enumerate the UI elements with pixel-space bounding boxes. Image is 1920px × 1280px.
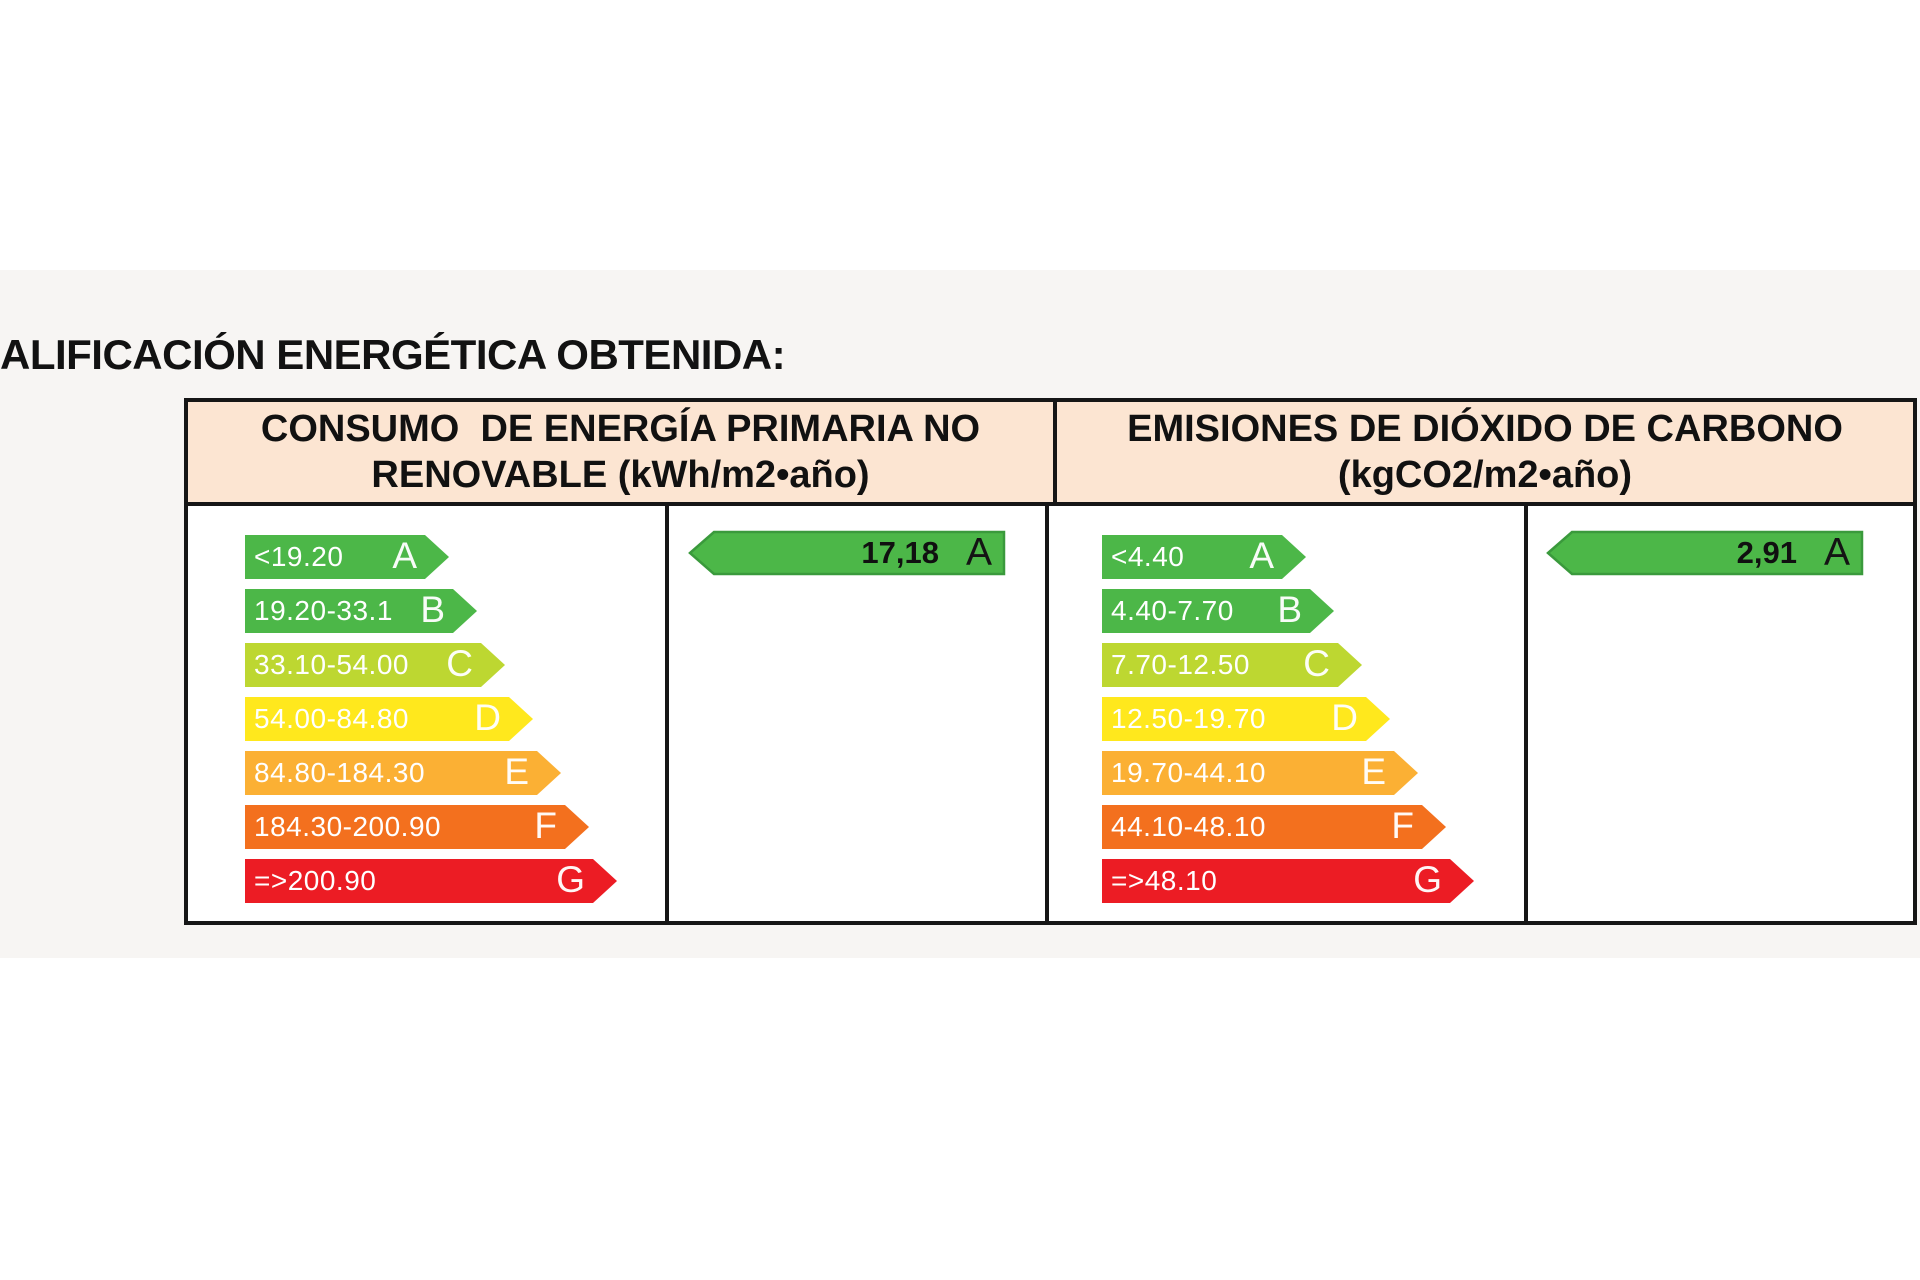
rating-bar-rect: 7.70-12.50 C — [1102, 643, 1338, 687]
rating-grade-letter: D — [1331, 697, 1358, 739]
header-emissions-line2: (kgCO2/m2•año) — [1337, 454, 1633, 496]
rating-range-label: 33.10-54.00 — [254, 649, 409, 680]
rating-bar-rect: <4.40 A — [1102, 535, 1282, 579]
header-emissions-line1: EMISIONES DE DIÓXIDO DE CARBONO — [1127, 408, 1843, 450]
rating-grade-letter: G — [1413, 859, 1442, 901]
rating-bar-f: 184.30-200.90 F — [245, 805, 665, 849]
table-header-row: CONSUMO DE ENERGÍA PRIMARIA NO RENOVABLE… — [188, 402, 1913, 506]
right-arrow-tip-icon — [453, 589, 477, 633]
emissions-result-grade: A — [1823, 531, 1850, 574]
rating-bar-rect: 19.70-44.10 E — [1102, 751, 1394, 795]
rating-grade-letter: E — [1361, 751, 1386, 793]
header-consumption-line2: RENOVABLE (kWh/m2•año) — [371, 454, 870, 496]
rating-range-label: 4.40-7.70 — [1111, 595, 1234, 626]
rating-grade-letter: D — [474, 697, 501, 739]
rating-grade-letter: C — [446, 643, 473, 685]
rating-grade-letter: B — [420, 589, 445, 631]
rating-bar-d: 54.00-84.80 D — [245, 697, 665, 741]
rating-bar-d: 12.50-19.70 D — [1102, 697, 1524, 741]
rating-range-label: =>48.10 — [1111, 865, 1218, 896]
rating-bar-b: 19.20-33.1 B — [245, 589, 665, 633]
header-consumption-line1: CONSUMO DE ENERGÍA PRIMARIA NO — [260, 408, 981, 450]
consumption-result-value: 17,18 — [861, 535, 939, 570]
rating-bar-g: =>200.90 G — [245, 859, 665, 903]
rating-range-label: 184.30-200.90 — [254, 811, 442, 842]
rating-grade-letter: F — [534, 805, 557, 847]
rating-bar-g: =>48.10 G — [1102, 859, 1524, 903]
rating-range-label: 7.70-12.50 — [1111, 649, 1250, 680]
rating-bar-rect: 33.10-54.00 C — [245, 643, 481, 687]
rating-bar-e: 19.70-44.10 E — [1102, 751, 1524, 795]
emissions-rating-scale: <4.40 A 4.40-7.70 B 7.70-12.50 C — [1049, 506, 1528, 921]
consumption-result-arrow: 17,18 A — [688, 530, 1006, 576]
rating-grade-letter: C — [1303, 643, 1330, 685]
right-arrow-tip-icon — [1450, 859, 1474, 903]
emissions-result-cell: 2,91 A — [1528, 506, 1913, 921]
right-arrow-tip-icon — [537, 751, 561, 795]
rating-grade-letter: A — [1249, 535, 1274, 577]
rating-bar-b: 4.40-7.70 B — [1102, 589, 1524, 633]
rating-range-label: 19.20-33.1 — [254, 595, 393, 626]
consumption-result-text: 17,18 A — [861, 530, 1006, 576]
rating-bar-rect: 4.40-7.70 B — [1102, 589, 1310, 633]
energy-rating-table: CONSUMO DE ENERGÍA PRIMARIA NO RENOVABLE… — [184, 398, 1917, 925]
rating-bar-rect: 44.10-48.10 F — [1102, 805, 1422, 849]
right-arrow-tip-icon — [481, 643, 505, 687]
rating-grade-letter: F — [1391, 805, 1414, 847]
right-arrow-tip-icon — [1422, 805, 1446, 849]
rating-range-label: 84.80-184.30 — [254, 757, 426, 788]
left-arrow-icon — [688, 530, 1006, 576]
page-title: ALIFICACIÓN ENERGÉTICA OBTENIDA: — [0, 331, 786, 378]
emissions-result-text: 2,91 A — [1737, 530, 1864, 576]
right-arrow-tip-icon — [593, 859, 617, 903]
rating-range-label: 19.70-44.10 — [1111, 757, 1266, 788]
rating-range-label: <4.40 — [1111, 541, 1185, 572]
rating-bar-rect: 19.20-33.1 B — [245, 589, 453, 633]
rating-range-label: =>200.90 — [254, 865, 377, 896]
rating-bar-f: 44.10-48.10 F — [1102, 805, 1524, 849]
rating-range-label: 54.00-84.80 — [254, 703, 409, 734]
emissions-result-value: 2,91 — [1736, 535, 1797, 570]
rating-grade-letter: B — [1277, 589, 1302, 631]
consumption-result-grade: A — [965, 531, 992, 574]
rating-bar-rect: =>200.90 G — [245, 859, 593, 903]
right-arrow-tip-icon — [1366, 697, 1390, 741]
left-arrow-icon — [1546, 530, 1864, 576]
rating-bar-rect: 12.50-19.70 D — [1102, 697, 1366, 741]
rating-bar-e: 84.80-184.30 E — [245, 751, 665, 795]
rating-bar-rect: <19.20 A — [245, 535, 425, 579]
right-arrow-tip-icon — [1310, 589, 1334, 633]
table-body-row: <19.20 A 19.20-33.1 B 33.10-54.00 C — [188, 506, 1913, 921]
right-arrow-tip-icon — [425, 535, 449, 579]
emissions-result-arrow: 2,91 A — [1546, 530, 1864, 576]
rating-grade-letter: E — [504, 751, 529, 793]
right-arrow-tip-icon — [1338, 643, 1362, 687]
rating-bar-rect: =>48.10 G — [1102, 859, 1450, 903]
right-arrow-tip-icon — [509, 697, 533, 741]
rating-bar-a: <4.40 A — [1102, 535, 1524, 579]
rating-bar-c: 7.70-12.50 C — [1102, 643, 1524, 687]
header-co2-emissions: EMISIONES DE DIÓXIDO DE CARBONO (kgCO2/m… — [1057, 402, 1913, 502]
rating-range-label: 44.10-48.10 — [1111, 811, 1266, 842]
right-arrow-tip-icon — [565, 805, 589, 849]
consumption-result-cell: 17,18 A — [669, 506, 1049, 921]
rating-bar-rect: 84.80-184.30 E — [245, 751, 537, 795]
right-arrow-tip-icon — [1394, 751, 1418, 795]
consumption-rating-scale: <19.20 A 19.20-33.1 B 33.10-54.00 C — [188, 506, 669, 921]
rating-bar-c: 33.10-54.00 C — [245, 643, 665, 687]
rating-range-label: 12.50-19.70 — [1111, 703, 1266, 734]
rating-bar-rect: 184.30-200.90 F — [245, 805, 565, 849]
rating-range-label: <19.20 — [254, 541, 344, 572]
rating-grade-letter: G — [556, 859, 585, 901]
rating-bar-rect: 54.00-84.80 D — [245, 697, 509, 741]
header-primary-energy-consumption: CONSUMO DE ENERGÍA PRIMARIA NO RENOVABLE… — [188, 402, 1057, 502]
rating-bar-a: <19.20 A — [245, 535, 665, 579]
rating-grade-letter: A — [392, 535, 417, 577]
right-arrow-tip-icon — [1282, 535, 1306, 579]
